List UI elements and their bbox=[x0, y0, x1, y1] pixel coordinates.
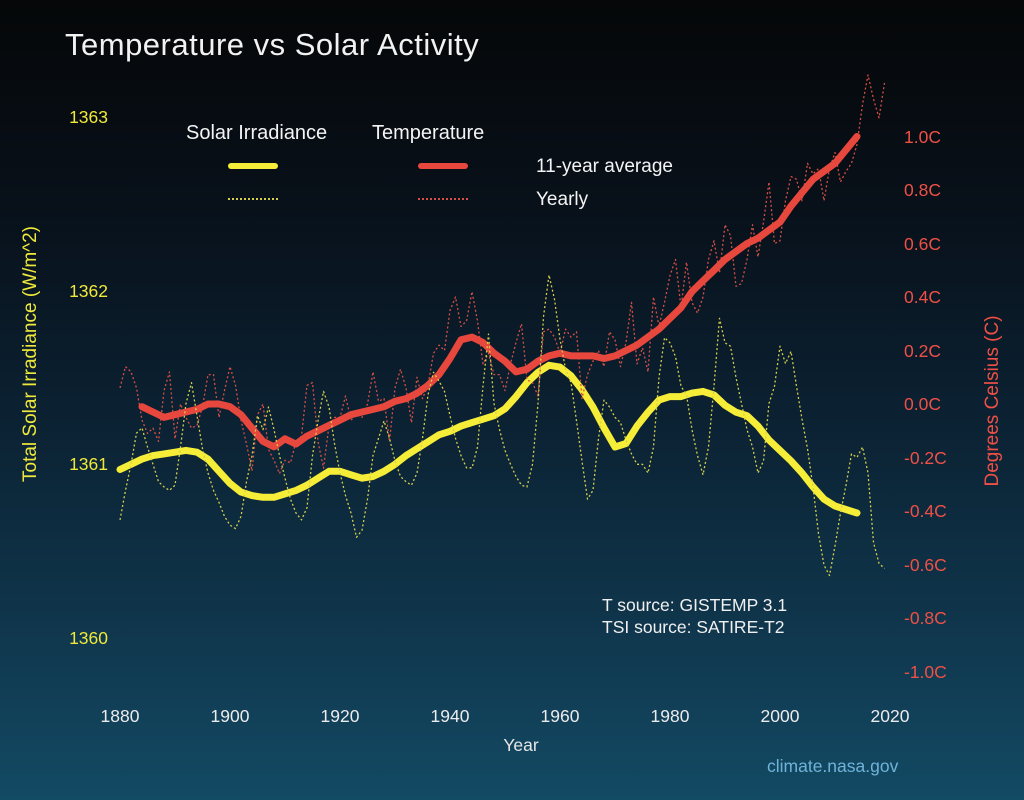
left-axis-tick-1360: 1360 bbox=[69, 628, 108, 648]
x-axis-tick-1960: 1960 bbox=[540, 706, 580, 726]
solar-irradiance-yearly-line bbox=[119, 274, 885, 577]
right-axis-tick-0.6C: 0.6C bbox=[904, 234, 941, 254]
x-axis-tick-1980: 1980 bbox=[650, 706, 690, 726]
right-axis-title: Degrees Celsius (C) bbox=[982, 315, 1003, 487]
legend-solar-title: Solar Irradiance bbox=[186, 122, 328, 144]
temperature-yearly-line bbox=[119, 74, 886, 475]
right-axis-tick-0.0C: 0.0C bbox=[904, 394, 941, 414]
tsi-source-note: TSI source: SATIRE-T2 bbox=[602, 617, 785, 637]
right-axis-tick--0.6C: -0.6C bbox=[904, 555, 947, 575]
left-axis-tick-1363: 1363 bbox=[69, 107, 108, 127]
right-axis-tick-0.8C: 0.8C bbox=[904, 180, 941, 200]
legend-solar-yearly-swatch bbox=[228, 198, 278, 200]
right-axis-tick-0.2C: 0.2C bbox=[904, 341, 941, 361]
legend-yearly-temperature-swatch bbox=[418, 198, 468, 200]
right-axis-tick-0.4C: 0.4C bbox=[904, 287, 941, 307]
right-axis-tick--1.0C: -1.0C bbox=[904, 662, 947, 682]
right-axis-tick-1.0C: 1.0C bbox=[904, 127, 941, 147]
legend-solar-average-swatch bbox=[228, 163, 278, 169]
temperature-11-year-average-line bbox=[138, 133, 861, 451]
temperature-source-note: T source: GISTEMP 3.1 bbox=[602, 595, 788, 615]
legend-temperature-title: Temperature bbox=[372, 122, 485, 144]
left-axis-tick-1362: 1362 bbox=[69, 281, 108, 301]
x-axis-tick-1940: 1940 bbox=[430, 706, 470, 726]
x-axis-tick-1880: 1880 bbox=[100, 706, 140, 726]
legend-average-label: 11-year average bbox=[536, 156, 673, 177]
x-axis-tick-1920: 1920 bbox=[320, 706, 360, 726]
climate-nasa-gov-link[interactable]: climate.nasa.gov bbox=[767, 756, 899, 776]
legend-temperature-average-swatch bbox=[418, 163, 468, 169]
page-title: Temperature vs Solar Activity bbox=[65, 27, 480, 62]
right-axis-tick--0.4C: -0.4C bbox=[904, 501, 947, 521]
right-axis-tick--0.2C: -0.2C bbox=[904, 448, 947, 468]
x-axis-tick-1900: 1900 bbox=[210, 706, 250, 726]
right-axis-tick--0.8C: -0.8C bbox=[904, 608, 947, 628]
x-axis-tick-2000: 2000 bbox=[760, 706, 800, 726]
x-axis-tick-2020: 2020 bbox=[870, 706, 910, 726]
legend-yearly-label: Yearly bbox=[536, 189, 589, 210]
solar-irradiance-11-year-average-line bbox=[116, 361, 861, 517]
left-axis-tick-1361: 1361 bbox=[69, 454, 108, 474]
x-axis-label: Year bbox=[503, 735, 539, 755]
